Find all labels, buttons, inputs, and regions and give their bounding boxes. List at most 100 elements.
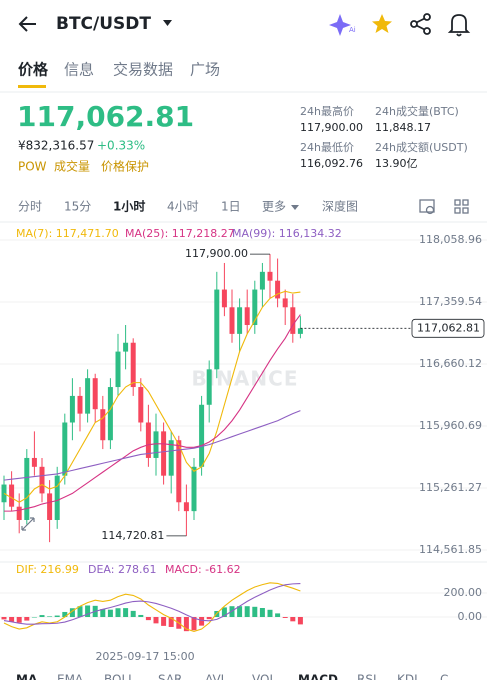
annotation: 117,900.00 <box>185 247 248 260</box>
tab[interactable]: 信息 <box>64 61 94 79</box>
indicator-tab[interactable]: C <box>440 673 448 680</box>
candle-body <box>39 466 45 494</box>
price-change: +0.33% <box>97 139 145 153</box>
macd-bar <box>85 605 91 617</box>
y-tick-label: 117,359.54 <box>419 295 482 308</box>
macd-bar <box>252 606 258 617</box>
y-tick-label: 115,960.69 <box>419 419 482 432</box>
macd-bar <box>145 617 151 621</box>
macd-bar <box>107 609 113 617</box>
indicator-tab[interactable]: BOLL <box>104 673 135 680</box>
tab[interactable]: 价格 <box>18 61 49 79</box>
time-label: 2025-09-17 15:00 <box>95 650 194 663</box>
macd-bar <box>47 616 53 617</box>
y-tick-label: 116,660.12 <box>419 357 482 370</box>
macd-bar <box>161 617 167 626</box>
favorite-star[interactable] <box>372 14 392 33</box>
candle-body <box>221 289 227 308</box>
interval[interactable]: 1日 <box>221 200 241 214</box>
candle-body <box>100 409 106 441</box>
ma-legend: MA(7): 117,471.70 <box>16 227 119 240</box>
layout-icon[interactable] <box>454 199 469 214</box>
y-tick-label: 118,058.96 <box>419 233 482 246</box>
candle-body <box>153 431 159 458</box>
candle-body <box>168 440 174 476</box>
cny-price: ¥832,316.57 <box>18 139 94 153</box>
stat-label: 24h成交量(BTC) <box>375 104 459 118</box>
tag: 价格保护 <box>101 159 149 174</box>
interval[interactable]: 分时 <box>18 200 42 214</box>
macd-bar <box>259 608 265 617</box>
macd-bar <box>275 613 281 617</box>
y-tick-label: 0.00 <box>458 610 483 623</box>
pair-title[interactable]: BTC/USDT <box>56 14 151 34</box>
stat-label: 24h成交额(USDT) <box>375 140 468 154</box>
candle-body <box>47 493 53 520</box>
indicator-tab[interactable]: AVL <box>205 673 228 680</box>
annotation: 114,720.81 <box>101 529 164 542</box>
last-price-label: 117,062.81 <box>417 321 480 334</box>
macd-bar <box>153 617 159 624</box>
candle-body <box>77 395 83 414</box>
candle-body <box>69 395 75 423</box>
candle-body <box>191 466 197 512</box>
macd-bar <box>100 609 106 617</box>
fullscreen-icon[interactable] <box>21 517 35 531</box>
interval[interactable]: 深度图 <box>322 199 358 214</box>
macd-bar <box>244 606 250 617</box>
bell-icon[interactable] <box>447 14 471 37</box>
indicator-tab[interactable]: VOL <box>252 673 276 680</box>
tab[interactable]: 广场 <box>190 61 220 79</box>
interval[interactable]: 1小时 <box>113 199 145 214</box>
macd-bar <box>77 606 83 617</box>
stat-label: 24h最低价 <box>300 141 354 154</box>
candle-body <box>24 457 30 520</box>
macd-bar <box>168 617 174 627</box>
tab[interactable]: 交易数据 <box>113 61 173 79</box>
share-icon[interactable] <box>410 13 431 35</box>
macd-bar <box>123 608 129 617</box>
macd-legend: DEA: 278.61 <box>88 563 156 576</box>
indicator-tab[interactable]: KDJ <box>397 673 418 680</box>
indicator-tab[interactable]: RSI <box>357 673 377 680</box>
ma-line <box>4 314 301 512</box>
macd-bar <box>69 608 75 617</box>
interval[interactable]: 更多 <box>262 200 286 214</box>
stat-value: 13.90亿 <box>375 157 418 170</box>
indicator-tab[interactable]: MACD <box>298 673 338 680</box>
macd-line <box>3 582 301 632</box>
candle-body <box>214 289 220 370</box>
indicator-tab[interactable]: MA <box>16 673 38 680</box>
macd-legend: DIF: 216.99 <box>16 563 79 576</box>
candle-body <box>199 404 205 467</box>
interval[interactable]: 4小时 <box>167 200 199 214</box>
more-dropdown[interactable] <box>291 205 299 210</box>
chart-settings-icon[interactable] <box>419 199 435 215</box>
indicator-tab[interactable]: EMA <box>57 673 84 680</box>
macd-bar <box>191 617 197 631</box>
y-tick-label: 200.00 <box>444 586 483 599</box>
back-button[interactable] <box>18 16 36 32</box>
candle-body <box>31 457 37 467</box>
ma-legend: MA(99): 116,134.32 <box>232 227 342 240</box>
macd-bar <box>282 617 288 618</box>
y-tick-label: 114,561.85 <box>419 543 482 556</box>
stat-value: 116,092.76 <box>300 157 363 170</box>
interval[interactable]: 15分 <box>64 200 91 214</box>
macd-bar <box>1 617 7 620</box>
candle-body <box>145 422 151 458</box>
macd-bar <box>9 617 15 622</box>
indicator-tab[interactable]: SAR <box>158 673 182 680</box>
candle-body <box>115 351 121 388</box>
ma-line <box>3 410 301 481</box>
candle-body <box>206 369 212 405</box>
last-price-box <box>411 318 485 338</box>
candle-body <box>259 271 265 290</box>
last-price: 117,062.81 <box>17 100 194 133</box>
ai-icon[interactable]: Ai <box>329 14 356 36</box>
macd-bar <box>31 617 37 618</box>
macd-bar <box>62 611 68 617</box>
ma-line <box>3 290 301 503</box>
tag: 成交量 <box>54 159 90 174</box>
pair-dropdown[interactable] <box>163 20 172 26</box>
